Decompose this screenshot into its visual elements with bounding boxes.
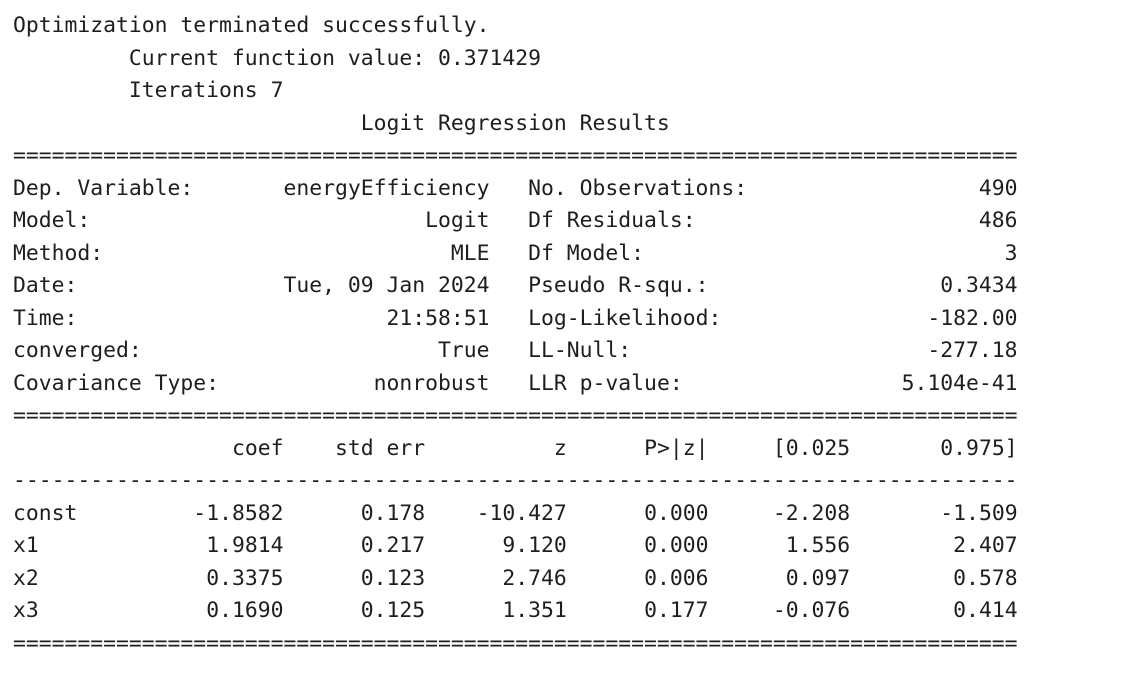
coef-table: const -1.8582 0.178 -10.427 0.000 -2.208… — [13, 498, 1140, 628]
info-left-label: Time: — [13, 305, 78, 331]
coef-column-header: z — [425, 435, 567, 461]
info-row: Method: MLE Df Model: 3 — [13, 238, 1140, 271]
iterations-value: 7 — [270, 78, 284, 103]
model-info-table: Dep. Variable: energyEfficiency No. Obse… — [13, 173, 1140, 401]
separator-double: ========================================… — [13, 403, 1018, 428]
info-row: converged: True LL-Null: -277.18 — [13, 335, 1140, 368]
separator-single: ----------------------------------------… — [13, 468, 1018, 493]
coef-row-name: const — [13, 500, 142, 526]
std-err-value: 0.125 — [283, 598, 426, 623]
iterations-label: Iterations — [128, 78, 258, 103]
z-value: 1.351 — [425, 598, 567, 623]
regression-output: Optimization terminated successfully. Cu… — [13, 10, 1140, 656]
info-left-value: 21:58:51 — [77, 305, 490, 331]
status-line: Optimization terminated successfully. — [13, 10, 1140, 43]
separator-double: ========================================… — [13, 630, 1018, 656]
function-value: 0.371429 — [438, 45, 542, 71]
info-right-value: -277.18 — [631, 338, 1018, 363]
p-value: 0.000 — [566, 533, 709, 558]
coef-row-name: x1 — [13, 533, 142, 558]
info-row: Date: Tue, 09 Jan 2024 Pseudo R-squ.: 0.… — [13, 270, 1140, 303]
info-left-value: Logit — [90, 208, 490, 233]
info-right-value: -182.00 — [721, 305, 1018, 331]
info-right-label: Df Residuals: — [528, 208, 696, 233]
results-title-line: Logit Regression Results — [13, 108, 1140, 141]
info-left-label: Covariance Type: — [13, 370, 220, 396]
coef-value: 0.1690 — [141, 598, 284, 623]
info-right-label: Pseudo R-squ.: — [528, 273, 709, 298]
info-row: Time: 21:58:51 Log-Likelihood: -182.00 — [13, 303, 1140, 336]
std-err-value: 0.178 — [283, 500, 426, 526]
z-value: 2.746 — [425, 565, 567, 591]
ci-high-value: 2.407 — [850, 533, 1018, 558]
info-left-label: Dep. Variable: — [13, 175, 194, 201]
table-row: x3 0.1690 0.125 1.351 0.177 -0.076 0.414 — [13, 595, 1140, 628]
coef-value: -1.8582 — [141, 500, 284, 526]
table-row: x2 0.3375 0.123 2.746 0.006 0.097 0.578 — [13, 563, 1140, 596]
coef-header-blank — [13, 436, 142, 461]
p-value: 0.177 — [566, 598, 709, 623]
info-left-label: converged: — [13, 338, 142, 363]
info-left-label: Method: — [13, 240, 104, 266]
info-row: Dep. Variable: energyEfficiency No. Obse… — [13, 173, 1140, 206]
ci-low-value: 0.097 — [708, 565, 851, 591]
coef-column-header: 0.975] — [850, 435, 1018, 461]
info-left-label: Date: — [13, 273, 78, 298]
coef-column-header: std err — [283, 435, 426, 461]
table-row: x1 1.9814 0.217 9.120 0.000 1.556 2.407 — [13, 530, 1140, 563]
info-right-label: No. Observations: — [528, 175, 748, 201]
info-right-value: 5.104e-41 — [682, 370, 1018, 396]
ci-high-value: 0.578 — [850, 565, 1018, 591]
function-value-label: Current function value: — [128, 45, 426, 71]
results-title: Logit Regression Results — [13, 110, 670, 136]
info-right-value: 0.3434 — [708, 273, 1018, 298]
coef-value: 0.3375 — [141, 565, 284, 591]
info-row: Covariance Type: nonrobust LLR p-value: … — [13, 368, 1140, 401]
coef-column-header: P>|z| — [566, 435, 709, 461]
ci-low-value: -0.076 — [708, 598, 851, 623]
z-value: 9.120 — [425, 533, 567, 558]
table-row: const -1.8582 0.178 -10.427 0.000 -2.208… — [13, 498, 1140, 531]
info-left-value: energyEfficiency — [193, 175, 490, 201]
coef-column-header: coef — [141, 435, 284, 461]
ci-high-value: -1.509 — [850, 500, 1018, 526]
coef-row-name: x3 — [13, 598, 142, 623]
info-left-label: Model: — [13, 208, 91, 233]
std-err-value: 0.123 — [283, 565, 426, 591]
coef-value: 1.9814 — [141, 533, 284, 558]
coef-table-header: coef std err z P>|z| [0.025 0.975] — [13, 433, 1140, 466]
info-right-label: Df Model: — [528, 240, 645, 266]
info-right-label: LL-Null: — [528, 338, 632, 363]
p-value: 0.006 — [566, 565, 709, 591]
std-err-value: 0.217 — [283, 533, 426, 558]
z-value: -10.427 — [425, 500, 567, 526]
info-right-value: 486 — [695, 208, 1018, 233]
info-left-value: MLE — [103, 240, 490, 266]
status-message: Optimization terminated successfully. — [13, 13, 490, 38]
info-right-value: 3 — [644, 240, 1018, 266]
info-left-value: True — [141, 338, 490, 363]
info-left-value: Tue, 09 Jan 2024 — [77, 273, 490, 298]
coef-column-header: [0.025 — [708, 435, 851, 461]
info-right-label: LLR p-value: — [528, 370, 683, 396]
ci-high-value: 0.414 — [850, 598, 1018, 623]
p-value: 0.000 — [566, 500, 709, 526]
coef-row-name: x2 — [13, 565, 142, 591]
info-right-label: Log-Likelihood: — [528, 305, 722, 331]
ci-low-value: 1.556 — [708, 533, 851, 558]
iterations-line: Iterations 7 — [13, 75, 1140, 108]
function-value-line: Current function value: 0.371429 — [13, 43, 1140, 76]
info-right-value: 490 — [747, 175, 1018, 201]
separator-double: ========================================… — [13, 143, 1018, 168]
ci-low-value: -2.208 — [708, 500, 851, 526]
info-row: Model: Logit Df Residuals: 486 — [13, 205, 1140, 238]
info-left-value: nonrobust — [219, 370, 490, 396]
